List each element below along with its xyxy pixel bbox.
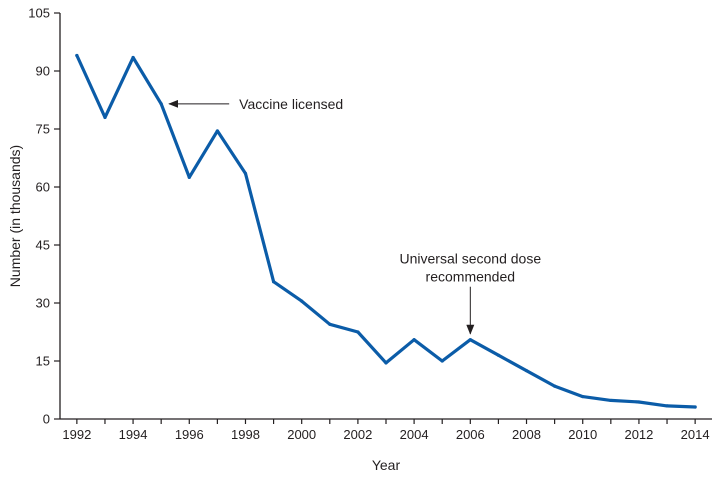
data-point: [131, 55, 135, 60]
data-point: [103, 115, 107, 119]
x-axis-title: Year: [372, 457, 401, 473]
annotation-label: recommended: [426, 269, 516, 285]
data-point: [496, 353, 501, 357]
x-tick-label: 1998: [231, 427, 260, 442]
data-point: [440, 359, 444, 363]
data-point: [412, 338, 416, 342]
data-point: [581, 394, 585, 399]
data-point: [271, 280, 276, 284]
data-point: [693, 405, 697, 409]
data-point: [75, 53, 79, 58]
x-tick-label: 2006: [456, 427, 485, 442]
y-tick-label: 30: [36, 296, 50, 311]
data-point: [328, 322, 332, 326]
data-point: [609, 398, 613, 403]
series-line: [75, 53, 697, 409]
x-tick-label: 1992: [62, 427, 91, 442]
x-tick-label: 2004: [400, 427, 429, 442]
x-tick-label: 2002: [343, 427, 372, 442]
x-tick-label: 2000: [287, 427, 316, 442]
x-tick-label: 2014: [681, 427, 710, 442]
data-point: [553, 384, 557, 388]
data-point: [356, 330, 360, 334]
data-point: [243, 171, 248, 176]
data-point: [665, 404, 669, 408]
annotation-label: Universal second dose: [399, 251, 541, 267]
axes: [59, 13, 712, 420]
data-point: [159, 102, 163, 106]
y-axis-title: Number (in thousands): [7, 145, 23, 287]
data-point: [215, 129, 219, 133]
x-tick-label: 2010: [568, 427, 597, 442]
y-tick-label: 0: [43, 412, 50, 427]
y-tick-label: 60: [36, 180, 50, 195]
data-point: [468, 338, 472, 342]
y-tick-label: 45: [36, 238, 50, 253]
annotation-label: Vaccine licensed: [239, 96, 343, 112]
y-tick-label: 75: [36, 122, 50, 137]
data-point: [300, 299, 304, 303]
data-point: [187, 175, 191, 179]
data-point: [524, 369, 529, 373]
series-layer: [75, 53, 697, 409]
data-point: [637, 400, 641, 404]
y-tick-label: 15: [36, 354, 50, 369]
y-tick-label: 105: [28, 6, 50, 21]
axis-ticks: 0 15 30 45 60 75 90 105 1992 1994 1996 1998 2000 2002…: [28, 6, 709, 443]
y-tick-label: 90: [36, 64, 50, 79]
annotations: Vaccine licensed Universal second dose rec…: [168, 96, 541, 335]
x-tick-label: 1996: [175, 427, 204, 442]
x-tick-label: 2012: [624, 427, 653, 442]
x-tick-label: 2008: [512, 427, 541, 442]
x-tick-label: 1994: [119, 427, 148, 442]
data-point: [384, 361, 388, 365]
